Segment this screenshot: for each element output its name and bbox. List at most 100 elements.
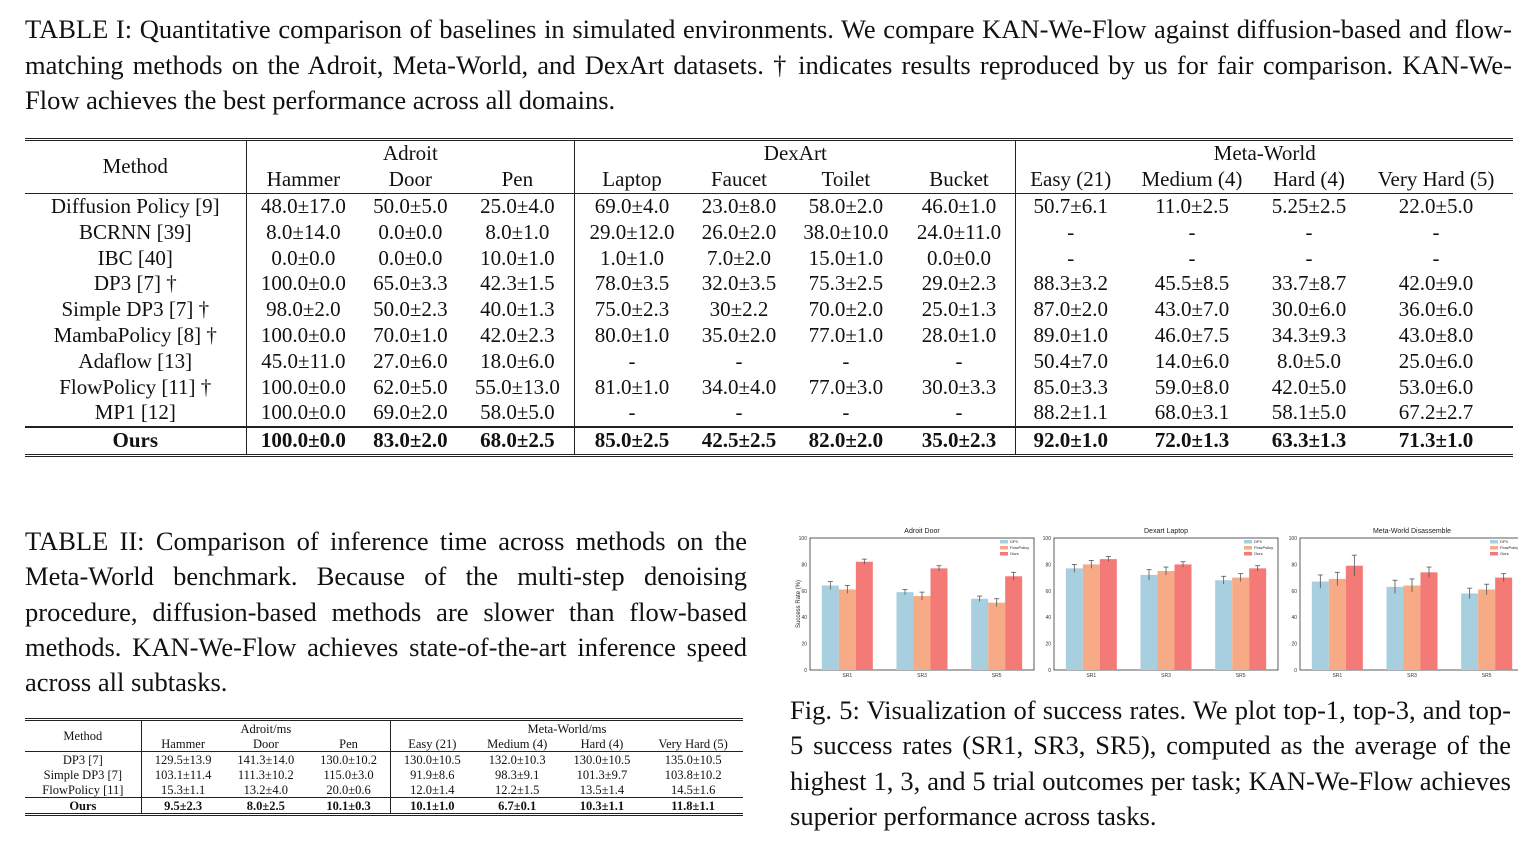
- table2-group-header: Adroit/ms: [140, 719, 391, 736]
- legend-label: FlowPolicy: [1500, 545, 1518, 550]
- table-cell: -: [1015, 245, 1126, 271]
- y-tick-label: 80: [801, 562, 807, 568]
- table-cell: 8.0±1.0: [485, 219, 550, 244]
- legend-swatch: [1244, 546, 1252, 550]
- x-tick-label: SR5: [1482, 673, 1492, 679]
- y-tick-label: 60: [801, 589, 807, 595]
- table-cell: 30.0±6.0: [1271, 297, 1347, 322]
- table-cell: 130.0±10.5: [573, 752, 631, 767]
- table-cell: -: [1188, 219, 1196, 244]
- legend-swatch: [1000, 546, 1008, 550]
- table-cell: 8.0±2.5: [224, 797, 308, 815]
- table-row: Ours 100.0±0.0 83.0±2.0 68.0±2.5 85.0±2.5 42.…: [25, 425, 1513, 457]
- table-cell: 115.0±3.0: [323, 767, 374, 782]
- x-tick-label: SR3: [1407, 673, 1417, 679]
- table-row: Simple DP3 [7] 103.1±11.4 111.3±10.2 115.0±…: [25, 767, 743, 782]
- table-cell: 8.0±14.0: [245, 219, 361, 246]
- table-cell: 98.3±9.1: [495, 767, 540, 782]
- table-cell: 0.0±0.0: [378, 219, 443, 244]
- table-cell: 58.0±5.0: [480, 400, 555, 425]
- table-row: FlowPolicy [11] † 100.0±0.0 62.0±5.0 55.0±1…: [25, 374, 1513, 400]
- y-axis-label: Success Rate (%): [796, 580, 802, 628]
- table-cell: 78.0±3.5: [574, 270, 689, 297]
- y-tick-label: 60: [1291, 589, 1297, 595]
- table-cell: 53.0±6.0: [1398, 374, 1474, 399]
- table-cell: 59.0±8.0: [1154, 374, 1230, 399]
- table2-column-header: Very Hard (5): [643, 736, 743, 752]
- bar: [1215, 580, 1233, 670]
- table-cell: 58.0±2.0: [808, 193, 884, 218]
- table-cell: 85.0±3.3: [1015, 374, 1126, 400]
- table-cell: 30±2.2: [709, 297, 769, 322]
- table-cell: 29.0±12.0: [574, 219, 689, 246]
- table-cell: 35.0±2.3: [902, 425, 1016, 457]
- bar: [1403, 585, 1421, 670]
- row-method: DP3 [7] †: [93, 271, 177, 296]
- table1-column-header: Hammer: [245, 166, 361, 194]
- y-tick-label: 100: [1043, 536, 1052, 542]
- table-cell: 10.3±1.1: [560, 797, 644, 815]
- table-cell: 13.5±1.4: [579, 782, 625, 797]
- table-cell: 27.0±6.0: [373, 348, 448, 373]
- table2: Method Adroit/ms Meta-World/ms Hammer Doo…: [25, 718, 743, 816]
- table-cell: 75.0±2.3: [574, 296, 689, 323]
- table2-column-header: Hard (4): [560, 736, 644, 752]
- y-tick-label: 60: [1045, 589, 1051, 595]
- table-cell: 28.0±1.0: [921, 322, 997, 347]
- y-tick-label: 80: [1045, 562, 1051, 568]
- row-method: IBC [40]: [97, 245, 173, 270]
- table-cell: 34.3±9.3: [1271, 322, 1347, 347]
- chart-title: Meta-World Disassemble: [1373, 528, 1451, 535]
- table-cell: 69.0±2.0: [373, 400, 448, 425]
- table1-method-header: Method: [25, 138, 247, 194]
- y-tick-label: 20: [1291, 642, 1297, 648]
- table-cell: 77.0±1.0: [808, 322, 884, 347]
- table-row: BCRNN [39] 8.0±14.0 0.0±0.0 8.0±1.0 29.0±12.…: [25, 219, 1513, 246]
- y-tick-label: 100: [799, 536, 808, 542]
- table-cell: 50.4±7.0: [1015, 348, 1126, 375]
- bar: [1082, 564, 1100, 670]
- table-cell: 130.0±10.5: [389, 751, 474, 767]
- table-cell: 100.0±0.0: [245, 322, 361, 349]
- chart-title: Dexart Laptop: [1144, 528, 1188, 535]
- table1-column-header: Easy (21): [1015, 166, 1126, 194]
- table-cell: 72.0±1.3: [1125, 425, 1259, 457]
- table-cell: 6.7±0.1: [473, 797, 561, 815]
- table-cell: 80.0±1.0: [574, 322, 689, 349]
- bar: [1140, 574, 1158, 670]
- table-cell: 42.5±2.5: [688, 425, 790, 457]
- table-cell: 70.0±2.0: [808, 297, 884, 322]
- table-cell: -: [1305, 219, 1313, 244]
- table-cell: 111.3±10.2: [237, 767, 294, 782]
- table1-column-header: Laptop: [574, 166, 689, 194]
- table-row: DP3 [7] 129.5±13.9 141.3±14.0 130.0±10.2 130…: [25, 751, 743, 767]
- table-cell: 58.1±5.0: [1271, 400, 1347, 425]
- table-cell: 135.0±10.5: [664, 752, 722, 767]
- table1-column-header: Pen: [460, 166, 575, 194]
- y-tick-label: 0: [1294, 668, 1297, 674]
- legend-label: FlowPolicy: [1010, 545, 1029, 550]
- bar: [1065, 568, 1083, 670]
- table-cell: 92.0±1.0: [1015, 425, 1126, 457]
- table2-column-header: Pen: [307, 736, 391, 752]
- legend-swatch: [1490, 546, 1498, 550]
- row-method: Adaflow [13]: [78, 348, 193, 373]
- table1-column-header: Faucet: [688, 166, 790, 194]
- figure5-caption: Fig. 5: Visualization of success rates. …: [790, 695, 1511, 831]
- bar: [1461, 593, 1479, 670]
- table-cell: 7.0±2.0: [706, 245, 772, 270]
- row-method: FlowPolicy [11]: [42, 782, 124, 797]
- table-cell: 23.0±8.0: [701, 193, 777, 218]
- table1-column-header: Medium (4): [1125, 166, 1259, 194]
- row-method: BCRNN [39]: [78, 219, 192, 244]
- table1-column-header: Very Hard (5): [1359, 166, 1513, 194]
- table-cell: -: [574, 399, 689, 427]
- bar: [1495, 577, 1513, 670]
- table-cell: -: [735, 348, 743, 373]
- row-method: Simple DP3 [7]: [43, 767, 123, 782]
- legend-label: Ours: [1010, 551, 1019, 556]
- table-cell: 77.0±3.0: [808, 374, 884, 399]
- table-row: MP1 [12] 100.0±0.0 69.0±2.0 58.0±5.0- - - -88.…: [25, 399, 1513, 427]
- table-cell: 1.0±1.0: [574, 245, 689, 271]
- table-cell: 10.0±1.0: [480, 245, 555, 270]
